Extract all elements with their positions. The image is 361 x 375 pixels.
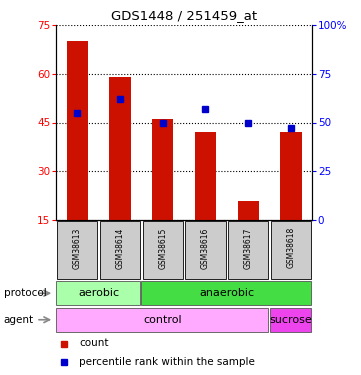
Bar [270,308,311,332]
Bar [56,308,268,332]
Bar [100,220,140,279]
Text: control: control [143,315,182,325]
Text: agent: agent [4,315,34,325]
Text: GSM38618: GSM38618 [286,227,295,268]
Bar [238,201,259,220]
Bar [186,220,226,279]
Bar [143,220,183,279]
Bar [109,77,131,220]
Text: GSM38615: GSM38615 [158,227,167,268]
Text: aerobic: aerobic [78,288,119,298]
Text: sucrose: sucrose [270,315,312,325]
Bar [57,220,97,279]
Bar [228,220,268,279]
Bar [195,132,216,220]
Text: anaerobic: anaerobic [199,288,255,298]
Bar [280,132,301,220]
Text: GSM38613: GSM38613 [73,227,82,268]
Bar [67,41,88,220]
Text: percentile rank within the sample: percentile rank within the sample [79,357,255,368]
Bar [271,220,311,279]
Bar [142,281,311,306]
Text: GSM38617: GSM38617 [244,227,253,268]
Text: GSM38616: GSM38616 [201,227,210,268]
Bar [152,119,173,220]
Title: GDS1448 / 251459_at: GDS1448 / 251459_at [111,9,257,22]
Text: GSM38614: GSM38614 [116,227,125,268]
Text: count: count [79,339,109,348]
Text: protocol: protocol [4,288,46,298]
Bar [56,281,140,306]
